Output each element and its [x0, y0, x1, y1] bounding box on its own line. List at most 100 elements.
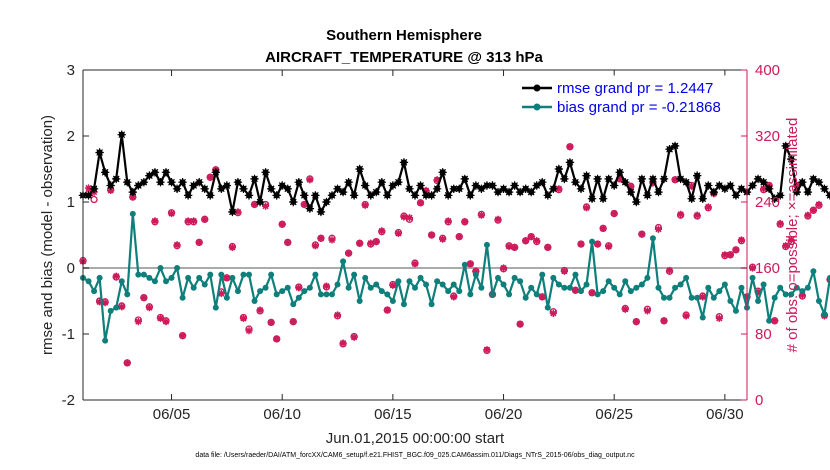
- rmse-marker-star: [521, 184, 530, 193]
- rmse-marker: [776, 191, 785, 200]
- rmse-marker-star: [327, 191, 337, 200]
- rmse-marker: [95, 148, 104, 157]
- rmse-marker: [704, 181, 713, 190]
- obs-assimilated-marker: [151, 217, 159, 225]
- rmse-marker: [560, 174, 569, 184]
- rmse-marker: [128, 187, 137, 197]
- bias-marker: [96, 274, 103, 281]
- rmse-marker-star: [106, 181, 115, 190]
- y-tick-label: -1: [62, 326, 75, 343]
- x-axis-label: Jun.01,2015 00:00:00 start: [326, 430, 505, 447]
- obs-assimilated-marker: [289, 318, 297, 326]
- rmse-marker-star: [549, 184, 558, 193]
- bias-marker-dot: [539, 271, 546, 278]
- obs-assimilated-marker: [217, 289, 225, 298]
- bias-marker: [85, 278, 92, 285]
- obs-assimilated-marker: [682, 312, 690, 320]
- bias-marker: [633, 284, 640, 291]
- rmse-marker: [615, 168, 624, 177]
- bias-marker: [312, 271, 319, 278]
- x-tick-label: 06/05: [153, 406, 191, 423]
- bias-marker-dot: [721, 281, 728, 288]
- obs-assimilated-marker: [140, 294, 148, 302]
- bias-marker: [323, 291, 330, 298]
- obs-assimilated-marker: [322, 282, 331, 290]
- obs-assimilated-marker: [566, 143, 574, 151]
- obs-assimilated-marker: [677, 210, 685, 218]
- rmse-marker-star: [753, 174, 763, 184]
- bias-marker: [611, 284, 618, 291]
- rmse-marker: [565, 158, 575, 167]
- bias-marker-dot: [478, 284, 485, 291]
- rmse-marker-star: [333, 184, 342, 193]
- rmse-marker: [211, 168, 220, 177]
- rmse-marker: [770, 194, 779, 203]
- obs-assimilated-marker: [782, 242, 790, 250]
- bias-marker-dot: [594, 291, 601, 298]
- rmse-marker-star: [737, 184, 746, 193]
- bias-marker-dot: [367, 284, 374, 291]
- obs-assimilated-marker: [798, 291, 806, 299]
- bias-marker-dot: [373, 281, 380, 288]
- obs-assimilated-marker: [533, 237, 541, 245]
- bias-marker-dot: [140, 271, 147, 278]
- rmse-marker: [598, 194, 608, 203]
- obs-assimilated-marker: [228, 243, 236, 251]
- bias-marker: [284, 284, 291, 291]
- rmse-marker-star: [123, 178, 132, 187]
- bias-marker-dot: [561, 284, 568, 291]
- obs-assimilated-marker: [771, 317, 779, 325]
- rmse-marker: [659, 174, 669, 184]
- bias-marker-dot: [749, 274, 756, 281]
- rmse-marker-star: [587, 194, 597, 203]
- bias-marker-dot: [439, 281, 446, 288]
- bias-marker: [417, 274, 424, 281]
- bias-marker: [600, 288, 607, 295]
- bias-marker-dot: [506, 291, 513, 298]
- rmse-marker-star: [405, 184, 414, 193]
- bias-marker-dot: [129, 210, 136, 217]
- bias-marker-dot: [196, 274, 203, 281]
- rmse-marker-star: [621, 178, 630, 187]
- rmse-marker: [316, 207, 326, 217]
- bias-marker-dot: [644, 274, 651, 281]
- obs-assimilated-marker: [262, 202, 270, 210]
- bias-marker: [616, 291, 623, 298]
- bias-marker: [412, 284, 418, 291]
- bias-marker: [212, 304, 219, 311]
- y2-tick-label: 400: [755, 62, 780, 79]
- rmse-marker-star: [455, 184, 464, 193]
- bias-marker: [102, 337, 109, 344]
- rmse-marker: [715, 181, 724, 190]
- obs-assimilated-marker: [688, 182, 696, 190]
- bias-marker-dot: [340, 258, 347, 265]
- bias-marker: [738, 284, 745, 291]
- rmse-marker-star: [787, 154, 796, 164]
- rmse-marker: [764, 184, 774, 193]
- obs-assimilated-marker: [295, 284, 303, 292]
- bias-marker: [627, 288, 634, 295]
- bias-marker-dot: [262, 284, 269, 291]
- rmse-marker-star: [244, 191, 254, 200]
- obs-assimilated-marker: [643, 307, 651, 315]
- rmse-marker-star: [637, 174, 647, 184]
- rmse-marker-star: [538, 178, 547, 187]
- rmse-marker-star: [217, 184, 226, 193]
- rmse-marker: [355, 164, 364, 174]
- obs-assimilated-marker: [577, 240, 585, 248]
- rmse-marker: [538, 178, 547, 187]
- bias-marker-dot: [777, 284, 784, 291]
- obs-assimilated-marker: [328, 236, 336, 244]
- y-tick-label: -2: [62, 392, 75, 409]
- rmse-marker-star: [117, 130, 126, 139]
- bias-marker-dot: [804, 284, 811, 291]
- bias-marker-dot: [755, 298, 762, 304]
- y2-tick-label: 320: [755, 128, 780, 145]
- bias-marker: [655, 284, 662, 291]
- rmse-marker: [372, 187, 381, 197]
- obs-assimilated-marker: [400, 213, 408, 221]
- rmse-marker-star: [654, 187, 663, 197]
- rmse-marker: [399, 158, 409, 167]
- rmse-marker-star: [571, 178, 580, 187]
- rmse-marker-star: [278, 181, 287, 190]
